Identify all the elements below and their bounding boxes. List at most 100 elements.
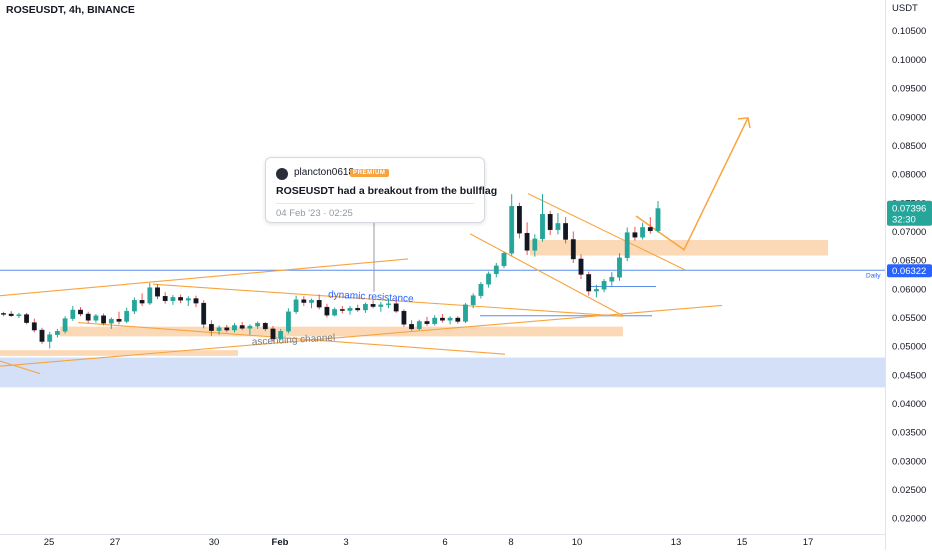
candle[interactable] [239, 325, 245, 329]
candle[interactable] [224, 327, 230, 331]
candle[interactable] [62, 318, 68, 332]
candle[interactable] [447, 317, 453, 321]
candle[interactable] [624, 232, 630, 259]
candle[interactable] [316, 300, 322, 308]
candle[interactable] [124, 310, 130, 322]
candle[interactable] [93, 315, 99, 321]
candle[interactable] [355, 308, 361, 311]
candle[interactable] [255, 322, 260, 327]
candle[interactable] [563, 223, 569, 240]
breakout-retest-zone[interactable] [530, 240, 828, 256]
candle[interactable] [655, 208, 661, 232]
candle[interactable] [278, 331, 284, 339]
candle[interactable] [247, 325, 253, 329]
candle[interactable] [440, 317, 445, 321]
candle[interactable] [370, 304, 376, 307]
candle[interactable] [201, 302, 207, 325]
candle[interactable] [324, 306, 330, 316]
candle[interactable] [162, 296, 168, 302]
trend-line[interactable] [77, 322, 506, 355]
candle[interactable] [293, 299, 299, 312]
candle[interactable] [270, 328, 276, 339]
candle[interactable] [547, 214, 553, 230]
candle[interactable] [339, 309, 345, 311]
candle[interactable] [601, 281, 607, 290]
candle[interactable] [363, 304, 368, 311]
candle[interactable] [216, 327, 222, 331]
projection-path[interactable] [635, 117, 749, 251]
candle[interactable] [147, 287, 153, 304]
candle[interactable] [101, 315, 107, 324]
candle[interactable] [347, 308, 353, 311]
candle[interactable] [78, 309, 83, 315]
candle[interactable] [478, 283, 484, 296]
candle[interactable] [116, 318, 122, 322]
candle[interactable] [509, 206, 515, 254]
channel-demand-zone[interactable] [60, 326, 623, 337]
support-zone[interactable] [0, 357, 885, 388]
candle[interactable] [332, 309, 337, 316]
candle[interactable] [455, 317, 461, 322]
candle[interactable] [640, 227, 646, 238]
candle[interactable] [286, 311, 291, 332]
candle[interactable] [632, 232, 638, 238]
candle[interactable] [493, 265, 499, 275]
candle[interactable] [47, 334, 53, 342]
candle[interactable] [617, 257, 622, 278]
candle[interactable] [424, 321, 430, 324]
candle[interactable] [309, 300, 314, 303]
candle[interactable] [586, 274, 592, 292]
lower-left-zone[interactable] [0, 350, 238, 356]
candle[interactable] [540, 214, 545, 240]
candle[interactable] [524, 232, 530, 251]
ascending-channel-line[interactable] [0, 304, 723, 367]
candle[interactable] [486, 273, 491, 285]
candle[interactable] [416, 321, 422, 330]
candle[interactable] [378, 304, 384, 307]
candle[interactable] [70, 309, 76, 319]
candle[interactable] [85, 313, 91, 321]
trend-line[interactable] [0, 360, 41, 375]
flag-lower-line[interactable] [469, 233, 624, 317]
candle[interactable] [178, 297, 183, 301]
candle[interactable] [232, 325, 237, 331]
candle[interactable] [609, 277, 615, 282]
candle[interactable] [8, 313, 14, 316]
candle[interactable] [139, 300, 145, 304]
flag-upper-line[interactable] [527, 193, 686, 271]
candle[interactable] [578, 258, 584, 275]
candle[interactable] [647, 227, 653, 232]
candle[interactable] [409, 324, 414, 330]
candle[interactable] [16, 314, 22, 316]
idea-tooltip[interactable]: plancton0618 PREMIUM ROSEUSDT had a brea… [265, 157, 497, 223]
candle[interactable] [555, 223, 561, 230]
candle[interactable] [594, 289, 599, 292]
candle[interactable] [301, 299, 307, 303]
candle[interactable] [1, 313, 6, 315]
candle[interactable] [532, 238, 538, 251]
candle[interactable] [131, 300, 137, 312]
candle[interactable] [39, 329, 45, 342]
candle[interactable] [155, 287, 160, 297]
channel-upper-line[interactable] [0, 258, 409, 297]
candle[interactable] [501, 253, 507, 267]
candle[interactable] [31, 322, 37, 331]
candle[interactable] [55, 331, 60, 335]
candle[interactable] [470, 295, 476, 306]
candle[interactable] [170, 297, 176, 302]
candle[interactable] [432, 317, 438, 324]
candle[interactable] [401, 310, 407, 325]
candle[interactable] [208, 324, 214, 331]
candle[interactable] [393, 303, 399, 312]
candle[interactable] [463, 304, 468, 322]
candle[interactable] [570, 239, 576, 260]
candle[interactable] [517, 206, 522, 234]
candle[interactable] [108, 318, 114, 324]
candle[interactable] [386, 303, 391, 306]
candle[interactable] [185, 298, 191, 301]
candle[interactable] [193, 298, 199, 304]
author-name[interactable]: plancton0618 [294, 167, 355, 178]
candle[interactable] [262, 322, 268, 330]
